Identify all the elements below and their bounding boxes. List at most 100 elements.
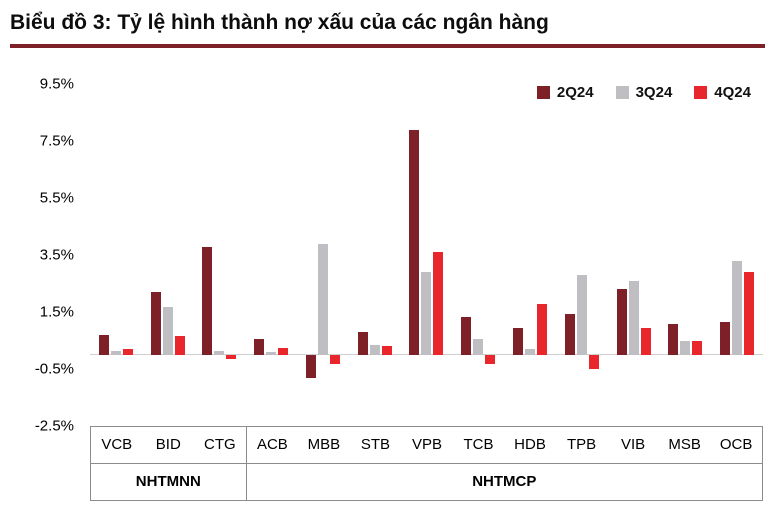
bar-4q24-mbb bbox=[329, 355, 340, 364]
x-axis-label-acb: ACB bbox=[245, 427, 299, 464]
bar-slot bbox=[110, 84, 121, 426]
bar-2q24-mbb bbox=[305, 355, 316, 378]
bar-2q24-msb bbox=[668, 323, 679, 355]
bar-slot bbox=[381, 84, 392, 426]
bar-3q24-vcb bbox=[110, 350, 121, 355]
bar-3q24-mbb bbox=[317, 243, 328, 355]
bar-2q24-ocb bbox=[720, 322, 731, 355]
bar-4q24-hdb bbox=[537, 303, 547, 355]
bar-2q24-vpb bbox=[409, 129, 420, 355]
x-axis-label-tcb: TCB bbox=[463, 436, 494, 454]
bar-group-bid bbox=[142, 84, 194, 426]
x-axis-label-vcb: VCB bbox=[90, 427, 143, 464]
bar-3q24-vib bbox=[628, 280, 639, 355]
bar-4q24-vib bbox=[640, 327, 651, 355]
x-axis-label-vpb: VPB bbox=[411, 436, 442, 454]
x-axis-group-label-nhtmnn: NHTMNN bbox=[90, 464, 246, 501]
legend-item-3q24: 3Q24 bbox=[615, 84, 673, 102]
bar-slot bbox=[278, 84, 289, 426]
legend-swatch-icon bbox=[536, 86, 550, 100]
bar-group-ctg bbox=[194, 84, 246, 426]
bar-slot bbox=[525, 84, 535, 426]
bar-slot bbox=[744, 84, 755, 426]
bar-4q24-msb bbox=[692, 340, 703, 355]
bar-slot bbox=[513, 84, 523, 426]
y-axis-tick-label: 5.5% bbox=[39, 189, 74, 207]
bar-4q24-tpb bbox=[588, 355, 599, 370]
x-axis-label-bid: BID bbox=[155, 436, 181, 454]
plot-area bbox=[90, 84, 763, 426]
y-axis-tick-label: 7.5% bbox=[39, 132, 74, 150]
bar-slot bbox=[202, 84, 213, 426]
bar-slot bbox=[369, 84, 380, 426]
bar-2q24-hdb bbox=[513, 327, 523, 355]
bar-group-ocb bbox=[711, 84, 763, 426]
bar-4q24-vpb bbox=[433, 252, 444, 355]
bar-slot bbox=[226, 84, 237, 426]
bar-2q24-tcb bbox=[461, 316, 472, 355]
bar-2q24-stb bbox=[357, 332, 368, 355]
bar-4q24-tcb bbox=[485, 355, 496, 364]
legend-swatch-icon bbox=[615, 86, 629, 100]
bar-slot bbox=[668, 84, 679, 426]
x-axis-label-tpb: TPB bbox=[566, 436, 597, 454]
bar-2q24-vib bbox=[616, 289, 627, 355]
bar-slot bbox=[329, 84, 340, 426]
bar-group-stb bbox=[349, 84, 401, 426]
legend-item-4q24: 4Q24 bbox=[694, 84, 751, 101]
bar-slot bbox=[254, 84, 265, 426]
bar-slot bbox=[98, 84, 109, 426]
bar-slot bbox=[640, 84, 651, 426]
bar-slot bbox=[588, 84, 599, 426]
bar-4q24-stb bbox=[381, 346, 392, 355]
bar-slot bbox=[214, 84, 225, 426]
bar-slot bbox=[680, 84, 691, 426]
bar-slot bbox=[357, 84, 368, 426]
chart-body: 9.5% 7.5% 5.5% 3.5% 1.5% -0.5% -2.5% VCB BID CTG… bbox=[14, 76, 763, 502]
bar-3q24-ctg bbox=[214, 350, 225, 355]
bar-4q24-ocb bbox=[744, 272, 755, 355]
bar-slot bbox=[266, 84, 277, 426]
bar-slot bbox=[628, 84, 639, 426]
bar-group-vpb bbox=[401, 84, 453, 426]
y-axis: 9.5% 7.5% 5.5% 3.5% 1.5% -0.5% -2.5% bbox=[14, 76, 90, 435]
y-axis-tick-label: -2.5% bbox=[34, 417, 74, 435]
bar-3q24-acb bbox=[266, 352, 277, 355]
x-axis-bank-labels: VCB BID CTG ACB MBB STB VPB TCB HDB TPB VIB MSB OCB bbox=[90, 426, 763, 464]
chart-title: Biểu đồ 3: Tỷ lệ hình thành nợ xấu của c… bbox=[10, 11, 549, 34]
bar-4q24-bid bbox=[174, 336, 185, 355]
bar-group-hdb bbox=[504, 84, 556, 426]
bar-slot bbox=[485, 84, 496, 426]
x-axis-label-msb: MSB bbox=[668, 436, 701, 454]
legend-label: 4Q24 bbox=[714, 84, 751, 102]
bar-group-tpb bbox=[556, 84, 608, 426]
x-axis-group-label-nhtmcp: NHTMCP bbox=[245, 464, 763, 501]
y-axis-tick-label: -0.5% bbox=[34, 360, 74, 378]
bar-slot bbox=[162, 84, 173, 426]
bar-slot bbox=[433, 84, 444, 426]
bar-group-mbb bbox=[297, 84, 349, 426]
bar-3q24-msb bbox=[680, 340, 691, 355]
x-axis-label-mbb: MBB bbox=[307, 436, 341, 454]
chart-header: Biểu đồ 3: Tỷ lệ hình thành nợ xấu của c… bbox=[0, 0, 777, 49]
x-axis-label-stb: STB bbox=[360, 436, 391, 454]
legend-label: 3Q24 bbox=[635, 84, 673, 102]
legend-item-2q24: 2Q24 bbox=[536, 84, 594, 101]
bar-3q24-hdb bbox=[525, 349, 535, 355]
bar-2q24-vcb bbox=[98, 335, 109, 355]
bar-slot bbox=[576, 84, 587, 426]
x-axis-label-ctg: CTG bbox=[203, 436, 236, 454]
bar-group-vib bbox=[608, 84, 660, 426]
bar-slot bbox=[537, 84, 547, 426]
title-underline-bar bbox=[10, 44, 765, 49]
bar-3q24-bid bbox=[162, 306, 173, 355]
bar-group-msb bbox=[659, 84, 711, 426]
bar-3q24-stb bbox=[369, 345, 380, 355]
bar-slot bbox=[317, 84, 328, 426]
bar-4q24-ctg bbox=[226, 355, 237, 360]
bar-slot bbox=[305, 84, 316, 426]
bar-slot bbox=[409, 84, 420, 426]
bar-4q24-vcb bbox=[122, 349, 133, 355]
bar-2q24-bid bbox=[150, 292, 161, 355]
bar-2q24-ctg bbox=[202, 246, 213, 355]
